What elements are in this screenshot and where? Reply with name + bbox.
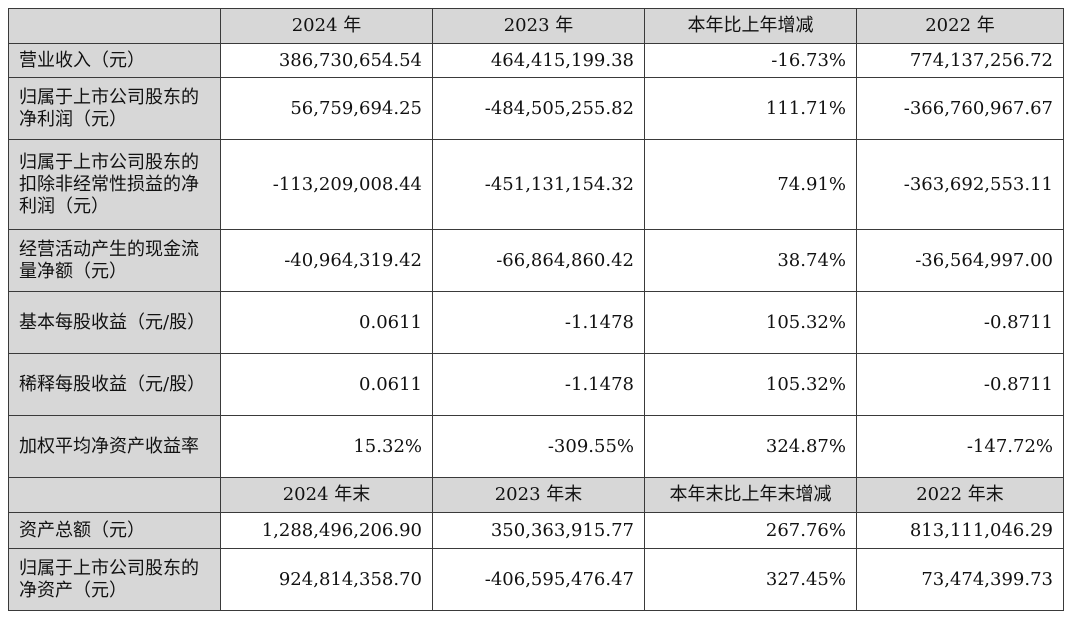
cell-value: 1,288,496,206.90: [220, 512, 433, 549]
cell-value: -484,505,255.82: [432, 77, 645, 140]
cell-value: 105.32%: [644, 353, 857, 416]
cell-value: 813,111,046.29: [856, 512, 1064, 549]
cell-value: -16.73%: [644, 43, 857, 78]
cell-value: 73,474,399.73: [856, 548, 1064, 611]
cell-value: -451,131,154.32: [432, 139, 645, 230]
row-label: 归属于上市公司股东的净资产（元）: [8, 548, 221, 611]
table-row: 营业收入（元） 386,730,654.54 464,415,199.38 -1…: [8, 43, 1064, 78]
cell-value: 38.74%: [644, 229, 857, 292]
cell-value: 111.71%: [644, 77, 857, 140]
table-row: 加权平均净资产收益率 15.32% -309.55% 324.87% -147.…: [8, 415, 1064, 478]
cell-value: 105.32%: [644, 291, 857, 354]
cell-value: -309.55%: [432, 415, 645, 478]
header-2024: 2024 年: [220, 8, 433, 44]
cell-value: -36,564,997.00: [856, 229, 1064, 292]
cell-value: -0.8711: [856, 353, 1064, 416]
subheader-2024-end: 2024 年末: [220, 477, 433, 513]
financial-indicators-table: 2024 年 2023 年 本年比上年增减 2022 年 营业收入（元） 386…: [8, 8, 1064, 611]
table-row: 稀释每股收益（元/股） 0.0611 -1.1478 105.32% -0.87…: [8, 353, 1064, 416]
cell-value: 464,415,199.38: [432, 43, 645, 78]
cell-value: -113,209,008.44: [220, 139, 433, 230]
cell-value: 267.76%: [644, 512, 857, 549]
cell-value: 386,730,654.54: [220, 43, 433, 78]
cell-value: 56,759,694.25: [220, 77, 433, 140]
table-row: 归属于上市公司股东的净利润（元） 56,759,694.25 -484,505,…: [8, 77, 1064, 140]
cell-value: 774,137,256.72: [856, 43, 1064, 78]
cell-value: 0.0611: [220, 291, 433, 354]
cell-value: -1.1478: [432, 291, 645, 354]
row-label: 稀释每股收益（元/股）: [8, 353, 221, 416]
cell-value: -406,595,476.47: [432, 548, 645, 611]
subheader-2022-end: 2022 年末: [856, 477, 1064, 513]
subheader-yoy-change: 本年末比上年末增减: [644, 477, 857, 513]
row-label: 经营活动产生的现金流量净额（元）: [8, 229, 221, 292]
cell-value: -0.8711: [856, 291, 1064, 354]
header-corner-cell: [8, 8, 221, 44]
row-label: 营业收入（元）: [8, 43, 221, 78]
table-row: 归属于上市公司股东的净资产（元） 924,814,358.70 -406,595…: [8, 548, 1064, 611]
cell-value: -366,760,967.67: [856, 77, 1064, 140]
table-row: 资产总额（元） 1,288,496,206.90 350,363,915.77 …: [8, 512, 1064, 549]
header-yoy-change: 本年比上年增减: [644, 8, 857, 44]
cell-value: 324.87%: [644, 415, 857, 478]
header-2023: 2023 年: [432, 8, 645, 44]
subheader-corner-cell: [8, 477, 221, 513]
row-label: 归属于上市公司股东的净利润（元）: [8, 77, 221, 140]
cell-value: 15.32%: [220, 415, 433, 478]
row-label: 加权平均净资产收益率: [8, 415, 221, 478]
cell-value: 327.45%: [644, 548, 857, 611]
cell-value: -147.72%: [856, 415, 1064, 478]
table-row: 经营活动产生的现金流量净额（元） -40,964,319.42 -66,864,…: [8, 229, 1064, 292]
cell-value: 0.0611: [220, 353, 433, 416]
cell-value: -66,864,860.42: [432, 229, 645, 292]
header-2022: 2022 年: [856, 8, 1064, 44]
table-subheader-row: 2024 年末 2023 年末 本年末比上年末增减 2022 年末: [8, 477, 1064, 513]
cell-value: -1.1478: [432, 353, 645, 416]
row-label: 归属于上市公司股东的扣除非经常性损益的净利润（元）: [8, 139, 221, 230]
row-label: 资产总额（元）: [8, 512, 221, 549]
cell-value: -40,964,319.42: [220, 229, 433, 292]
cell-value: -363,692,553.11: [856, 139, 1064, 230]
cell-value: 74.91%: [644, 139, 857, 230]
table-row: 基本每股收益（元/股） 0.0611 -1.1478 105.32% -0.87…: [8, 291, 1064, 354]
table-header-row: 2024 年 2023 年 本年比上年增减 2022 年: [8, 8, 1064, 44]
table-row: 归属于上市公司股东的扣除非经常性损益的净利润（元） -113,209,008.4…: [8, 139, 1064, 230]
row-label: 基本每股收益（元/股）: [8, 291, 221, 354]
cell-value: 924,814,358.70: [220, 548, 433, 611]
subheader-2023-end: 2023 年末: [432, 477, 645, 513]
cell-value: 350,363,915.77: [432, 512, 645, 549]
